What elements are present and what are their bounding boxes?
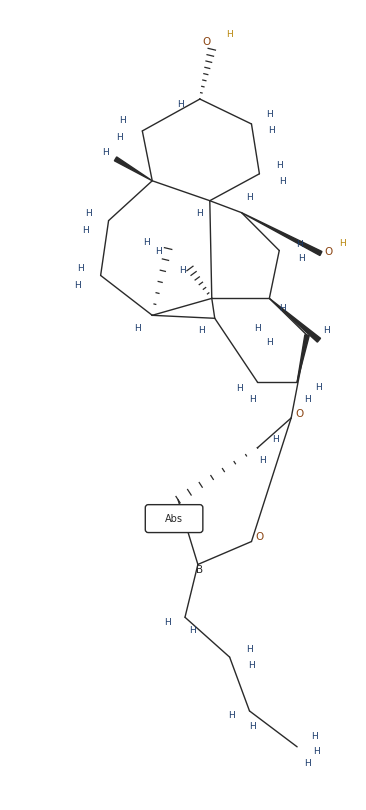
Text: H: H (102, 148, 109, 157)
Text: H: H (304, 759, 310, 768)
Text: H: H (315, 382, 322, 391)
Text: H: H (143, 238, 150, 247)
Text: H: H (339, 239, 346, 248)
Text: H: H (74, 281, 81, 290)
Text: H: H (276, 161, 283, 170)
Text: H: H (249, 723, 256, 731)
Text: H: H (190, 625, 196, 635)
Text: H: H (77, 264, 84, 273)
Text: O: O (325, 246, 333, 257)
Polygon shape (114, 157, 152, 181)
Text: B: B (196, 565, 203, 575)
Polygon shape (297, 335, 309, 382)
Text: H: H (298, 254, 305, 263)
Text: H: H (226, 30, 233, 39)
Text: H: H (197, 209, 203, 218)
Polygon shape (269, 298, 321, 342)
Text: H: H (119, 117, 126, 126)
Text: H: H (324, 326, 330, 335)
Text: H: H (82, 226, 89, 235)
Text: H: H (179, 266, 186, 275)
Text: H: H (155, 247, 161, 256)
Text: O: O (295, 409, 303, 419)
Text: H: H (272, 436, 279, 445)
Text: H: H (164, 618, 171, 627)
Text: H: H (236, 384, 243, 393)
FancyBboxPatch shape (145, 505, 203, 532)
Text: H: H (259, 456, 266, 465)
Polygon shape (242, 213, 322, 255)
Text: O: O (203, 37, 211, 47)
Text: H: H (177, 100, 183, 109)
Text: H: H (198, 326, 205, 335)
Text: H: H (266, 109, 273, 118)
Text: H: H (268, 126, 275, 135)
Text: H: H (246, 645, 253, 654)
Text: H: H (246, 194, 253, 202)
Text: H: H (134, 324, 141, 333)
Text: H: H (296, 240, 302, 249)
Text: H: H (314, 748, 320, 757)
Text: H: H (228, 711, 235, 720)
Text: O: O (255, 531, 264, 542)
Text: Abs: Abs (165, 514, 183, 523)
Text: H: H (254, 324, 261, 333)
Text: H: H (85, 209, 92, 218)
Text: H: H (266, 338, 273, 347)
Text: H: H (116, 134, 123, 143)
Text: H: H (249, 394, 256, 403)
Text: H: H (311, 732, 318, 741)
Text: H: H (279, 304, 285, 313)
Text: H: H (248, 661, 255, 670)
Text: H: H (304, 394, 310, 403)
Text: H: H (279, 177, 285, 186)
